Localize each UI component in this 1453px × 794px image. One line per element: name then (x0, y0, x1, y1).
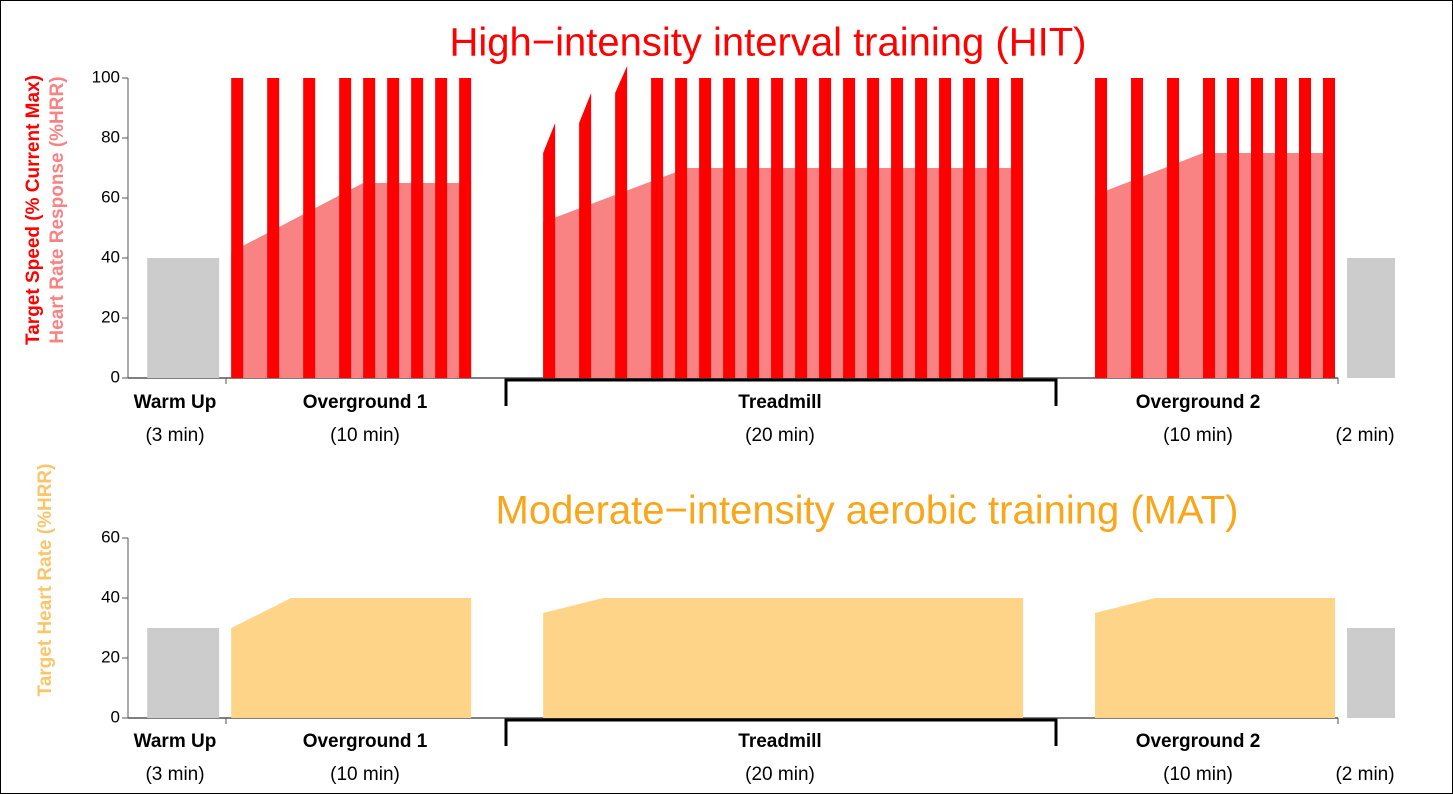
y-tick-label: 40 (101, 247, 120, 266)
speed-bar (411, 78, 424, 378)
speed-bar (459, 78, 472, 378)
segment-duration: (10 min) (330, 764, 400, 785)
y-tick-label: 20 (101, 307, 120, 326)
segment-duration: (2 min) (1335, 425, 1394, 446)
y-tick-label: 40 (101, 587, 120, 606)
segment-label: Overground 2 (1136, 392, 1261, 413)
speed-bar (1011, 78, 1024, 378)
speed-bar (387, 78, 400, 378)
speed-bar (651, 78, 664, 378)
segment-duration: (3 min) (145, 425, 204, 446)
segment-label: Overground 1 (303, 392, 428, 413)
speed-bar (1323, 78, 1336, 378)
y-axis-label: Target Speed (% Current Max) (23, 75, 44, 345)
area (231, 598, 472, 718)
rest-bar (147, 258, 220, 378)
speed-bar (747, 78, 760, 378)
segment-duration: (3 min) (145, 764, 204, 785)
segment-duration: (10 min) (330, 425, 400, 446)
y-tick-label: 60 (101, 187, 120, 206)
speed-bar (615, 66, 628, 378)
chart-title: Moderate−intensity aerobic training (MAT… (496, 489, 1239, 533)
speed-bar (1275, 78, 1288, 378)
y-tick-label: 0 (111, 707, 120, 726)
segment-duration: (10 min) (1163, 764, 1233, 785)
segment-label: Treadmill (738, 731, 821, 752)
speed-bar (363, 78, 376, 378)
y-axis-label: Heart Rate Response (%HRR) (47, 76, 68, 343)
treadmill-bracket (504, 718, 1058, 746)
segment-duration: (20 min) (745, 764, 815, 785)
area (543, 598, 1024, 718)
segment-duration: (10 min) (1163, 425, 1233, 446)
speed-bar (231, 78, 244, 378)
rest-bar (1347, 628, 1395, 718)
speed-bar (543, 123, 556, 378)
speed-bar (303, 78, 316, 378)
speed-bar (723, 78, 736, 378)
speed-bar (579, 93, 592, 378)
speed-bar (267, 78, 280, 378)
segment-duration: (2 min) (1335, 764, 1394, 785)
speed-bar (1251, 78, 1264, 378)
speed-bar (1227, 78, 1240, 378)
speed-bar (843, 78, 856, 378)
speed-bar (435, 78, 448, 378)
speed-bar (1167, 78, 1180, 378)
speed-bar (699, 78, 712, 378)
area (1095, 598, 1336, 718)
segment-label: Treadmill (738, 392, 821, 413)
speed-bar (1203, 78, 1216, 378)
y-axis-label: Target Heart Rate (%HRR) (35, 464, 56, 697)
y-tick-label: 0 (111, 367, 120, 386)
speed-bar (891, 78, 904, 378)
segment-label: Warm Up (134, 731, 217, 752)
y-tick-label: 20 (101, 647, 120, 666)
speed-bar (987, 78, 1000, 378)
speed-bar (795, 78, 808, 378)
speed-bar (867, 78, 880, 378)
rest-bar (1347, 258, 1395, 378)
segment-duration: (20 min) (745, 425, 815, 446)
speed-bar (1299, 78, 1312, 378)
y-tick-label: 80 (101, 127, 120, 146)
rest-bar (147, 628, 220, 718)
speed-bar (339, 78, 352, 378)
speed-bar (819, 78, 832, 378)
speed-bar (915, 78, 928, 378)
segment-label: Overground 2 (1136, 731, 1261, 752)
speed-bar (1131, 78, 1144, 378)
y-tick-label: 100 (92, 67, 120, 86)
segment-label: Overground 1 (303, 731, 428, 752)
speed-bar (1095, 78, 1108, 378)
y-tick-label: 60 (101, 527, 120, 546)
speed-bar (771, 78, 784, 378)
segment-label: Warm Up (134, 392, 217, 413)
speed-bar (939, 78, 952, 378)
chart-title: High−intensity interval training (HIT) (450, 21, 1087, 65)
speed-bar (963, 78, 976, 378)
treadmill-bracket (504, 378, 1058, 406)
speed-bar (675, 78, 688, 378)
